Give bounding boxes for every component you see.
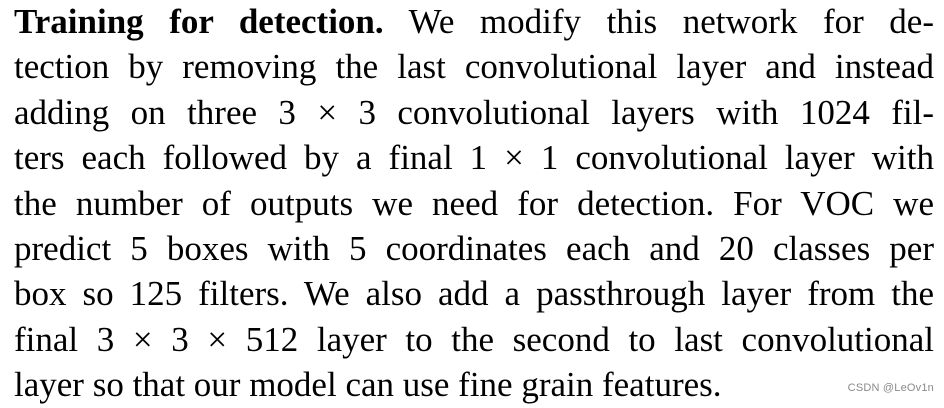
paper-paragraph: Training for detection. We modify this n… bbox=[14, 0, 934, 408]
paragraph-line-4: ters each followed by a final 1 × 1 conv… bbox=[14, 138, 934, 178]
paragraph-line-2: tection by removing the last convolution… bbox=[14, 47, 934, 87]
paragraph-line-6: predict 5 boxes with 5 coordinates each … bbox=[14, 228, 934, 268]
paragraph-line-9: layer so that our model can use fine gra… bbox=[14, 365, 722, 405]
section-heading: Training for detection. bbox=[14, 2, 384, 41]
paragraph-line-8: final 3 × 3 × 512 layer to the second to… bbox=[14, 319, 934, 359]
paragraph-line-7: box so 125 filters. We also add a passth… bbox=[14, 274, 934, 314]
paragraph-line-5: the number of outputs we need for detect… bbox=[14, 183, 934, 223]
watermark: CSDN @LeOv1n bbox=[847, 382, 934, 394]
paragraph-line-3: adding on three 3 × 3 convolutional laye… bbox=[14, 92, 934, 132]
line-text: We modify this network for de- bbox=[408, 2, 934, 41]
paragraph-line-1: Training for detection. We modify this n… bbox=[14, 0, 934, 44]
